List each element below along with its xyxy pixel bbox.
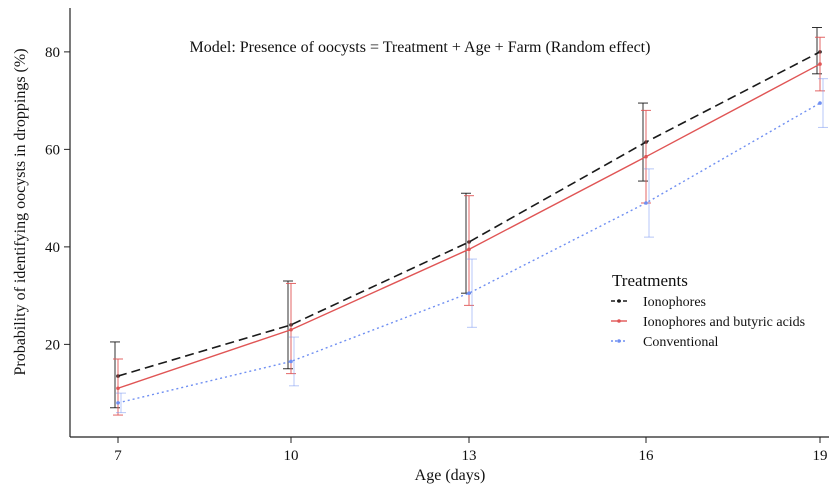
legend-marker-3 xyxy=(617,339,621,343)
y-tick-label-20: 20 xyxy=(45,337,60,353)
x-tick-label-13: 13 xyxy=(462,448,477,464)
legend-label-3: Conventional xyxy=(643,335,719,350)
x-tick-label-10: 10 xyxy=(284,448,299,464)
x-tick-label-16: 16 xyxy=(639,448,655,464)
series-2 xyxy=(113,36,825,416)
data-point-2-10 xyxy=(289,327,293,332)
y-ticks: 20 40 60 80 xyxy=(45,45,70,353)
data-point-3-13 xyxy=(467,291,471,295)
data-point-3-7 xyxy=(116,401,120,405)
chart-annotation: Model: Presence of oocysts = Treatment +… xyxy=(190,39,651,56)
data-point-2-13 xyxy=(467,247,471,252)
x-axis-title: Age (days) xyxy=(415,467,486,484)
y-axis-title: Probability of identifying oocysts in dr… xyxy=(12,48,29,375)
legend-items: Ionophores Ionophores and butyric acids Co… xyxy=(611,295,805,350)
series-line-1 xyxy=(117,51,821,377)
legend-title: Treatments xyxy=(612,271,688,290)
data-point-2-16 xyxy=(644,154,648,159)
legend-marker-1 xyxy=(617,299,621,303)
data-point-3-10 xyxy=(289,359,293,364)
x-tick-label-19: 19 xyxy=(813,448,828,464)
series-1 xyxy=(110,27,822,409)
data-point-3-19 xyxy=(818,101,822,105)
plot-frame xyxy=(69,8,829,438)
legend: Treatments Ionophores Ionophores and buty… xyxy=(611,271,805,350)
x-ticks: 7 10 13 16 19 xyxy=(114,437,828,464)
data-point-2-7 xyxy=(116,386,120,391)
legend-label-1: Ionophores xyxy=(643,295,706,310)
legend-label-2: Ionophores and butyric acids xyxy=(643,315,805,330)
data-point-2-19 xyxy=(818,62,822,66)
y-tick-label-60: 60 xyxy=(45,142,60,158)
series-3 xyxy=(116,78,828,414)
y-tick-label-40: 40 xyxy=(45,240,60,256)
data-point-3-16 xyxy=(644,201,648,205)
y-tick-label-80: 80 xyxy=(45,45,60,61)
x-tick-label-7: 7 xyxy=(114,448,122,464)
series-layer xyxy=(110,27,828,416)
legend-marker-2 xyxy=(617,319,621,323)
